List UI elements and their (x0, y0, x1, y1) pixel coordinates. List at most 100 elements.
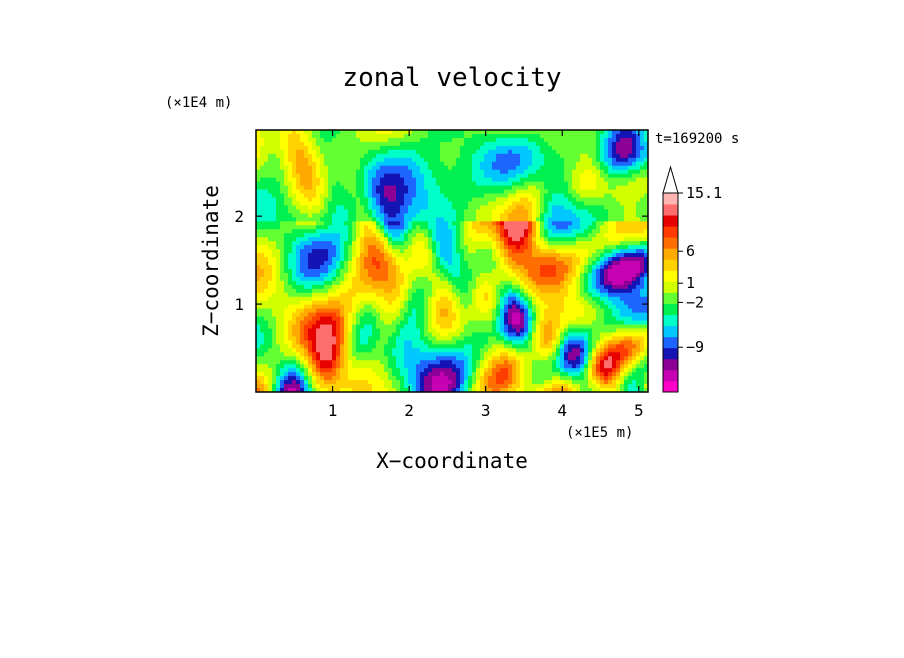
field-cell (392, 324, 397, 330)
field-cell (264, 169, 269, 175)
field-cell (284, 205, 289, 210)
field-cell (444, 340, 449, 345)
field-cell (360, 217, 365, 222)
field-cell (288, 324, 293, 330)
field-cell (344, 336, 349, 341)
field-cell (508, 268, 513, 274)
field-cell (484, 229, 489, 234)
field-cell (480, 388, 485, 392)
field-cell (456, 312, 461, 318)
field-cell (360, 165, 365, 171)
field-cell (488, 292, 493, 298)
field-cell (544, 352, 549, 357)
field-cell (524, 145, 529, 151)
field-cell (508, 324, 513, 330)
field-cell (368, 217, 373, 222)
field-cell (260, 185, 265, 191)
field-cell (276, 308, 281, 314)
field-cell (392, 344, 397, 349)
field-cell (512, 384, 517, 389)
field-cell (448, 161, 453, 167)
field-cell (488, 145, 493, 151)
field-cell (376, 304, 381, 310)
field-cell (296, 316, 301, 322)
field-cell (436, 189, 441, 195)
field-cell (488, 304, 493, 310)
field-cell (408, 193, 413, 199)
field-cell (484, 388, 489, 392)
field-cell (504, 233, 509, 238)
field-cell (256, 264, 261, 270)
field-cell (288, 384, 293, 389)
field-cell (316, 205, 321, 210)
field-cell (500, 344, 505, 349)
field-cell (484, 296, 489, 302)
field-cell (548, 249, 553, 254)
field-cell (372, 280, 377, 286)
field-cell (300, 145, 305, 151)
field-cell (504, 237, 509, 242)
field-cell (520, 372, 525, 377)
field-cell (316, 173, 321, 179)
field-cell (344, 165, 349, 171)
field-cell (540, 145, 545, 151)
field-cell (404, 328, 409, 334)
field-cell (264, 380, 269, 385)
field-cell (416, 177, 421, 183)
field-cell (320, 312, 325, 318)
field-cell (420, 272, 425, 278)
field-cell (336, 145, 341, 151)
field-cell (540, 336, 545, 341)
field-cell (344, 360, 349, 365)
field-cell (348, 312, 353, 318)
field-cell (316, 141, 321, 147)
field-cell (496, 292, 501, 298)
field-cell (328, 177, 333, 183)
field-cell (396, 380, 401, 385)
field-cell (284, 233, 289, 238)
field-cell (316, 304, 321, 310)
field-cell (288, 253, 293, 258)
field-cell (276, 336, 281, 341)
field-cell (320, 372, 325, 377)
field-cell (288, 336, 293, 341)
field-cell (332, 141, 337, 147)
field-cell (260, 205, 265, 210)
field-cell (288, 356, 293, 361)
field-cell (376, 221, 381, 226)
field-cell (504, 360, 509, 365)
field-cell (540, 149, 545, 155)
field-cell (436, 304, 441, 310)
field-cell (476, 141, 481, 147)
field-cell (436, 209, 441, 214)
field-cell (400, 261, 405, 266)
field-cell (492, 153, 497, 159)
field-cell (456, 221, 461, 226)
field-cell (408, 328, 413, 334)
field-cell (400, 197, 405, 203)
field-cell (556, 197, 561, 203)
field-cell (544, 149, 549, 155)
field-cell (448, 336, 453, 341)
field-cell (480, 213, 485, 218)
field-cell (304, 217, 309, 222)
field-cell (304, 213, 309, 218)
field-cell (256, 165, 261, 171)
field-cell (448, 205, 453, 210)
field-cell (344, 384, 349, 389)
field-cell (268, 384, 273, 389)
field-cell (544, 177, 549, 183)
field-cell (536, 169, 541, 175)
field-cell (428, 241, 433, 246)
field-cell (416, 356, 421, 361)
field-cell (308, 288, 313, 294)
field-cell (484, 336, 489, 341)
field-cell (272, 201, 277, 207)
field-cell (288, 388, 293, 392)
field-cell (284, 320, 289, 326)
field-cell (388, 189, 393, 195)
field-cell (372, 229, 377, 234)
field-cell (496, 193, 501, 199)
field-cell (476, 352, 481, 357)
field-cell (304, 153, 309, 159)
